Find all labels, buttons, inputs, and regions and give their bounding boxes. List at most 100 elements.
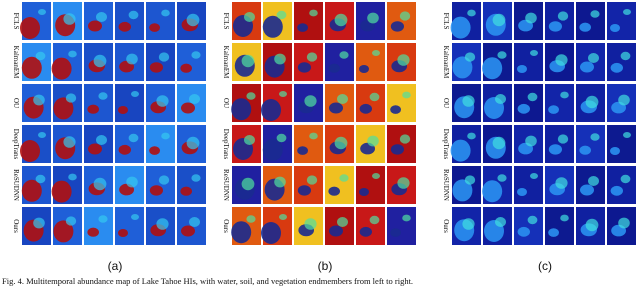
map-region [149,23,161,32]
map-region [390,228,401,237]
abundance-map [450,2,481,40]
map-region [246,215,256,223]
map-region [118,106,128,114]
map-background [325,166,354,204]
abundance-map [356,84,385,122]
panel-label: (c) [538,259,552,273]
map-region [359,226,372,237]
map-background [356,207,385,245]
abundance-map [21,43,51,81]
map-region [118,229,128,237]
map-region [517,65,527,73]
map-region [262,15,283,38]
map-region [527,215,538,225]
abundance-map [483,2,512,40]
map-region [88,143,102,155]
map-region [359,65,369,73]
abundance-map [115,2,144,40]
row-label: ReSUDNN [222,169,230,201]
abundance-map [294,166,323,204]
map-region [359,103,372,114]
map-region [246,92,256,100]
abundance-map [325,166,354,204]
abundance-map [53,2,82,40]
map-region [51,57,72,80]
abundance-map [545,166,574,204]
abundance-map [84,2,113,40]
map-background [115,84,144,122]
map-background [356,84,385,122]
abundance-map [84,43,113,81]
map-region [397,177,410,189]
map-region [297,146,308,155]
map-region [33,217,45,229]
abundance-map [146,84,175,122]
abundance-map [325,207,354,245]
map-background [84,207,113,245]
map-region [297,23,308,32]
map-region [306,175,318,185]
map-region [390,21,404,32]
map-region [588,53,599,63]
map-region [530,173,538,179]
row-label: ReSUDNN [12,169,20,201]
map-region [158,175,170,185]
map-region [610,62,623,73]
abundance-map [53,84,82,122]
map-region [309,9,318,17]
abundance-map [177,207,206,245]
map-region [557,134,569,144]
abundance-map [514,2,543,40]
map-background [294,125,323,163]
map-region [68,50,77,58]
abundance-map [483,125,512,163]
map-region [548,105,559,114]
row-label: Ours [12,219,20,233]
abundance-map [20,125,51,163]
map-region [390,105,401,114]
map-region [189,94,200,104]
row-label: KalmanEM [442,46,450,79]
map-region [517,226,530,237]
abundance-map [146,2,175,40]
abundance-map [325,84,354,122]
abundance-map [576,125,605,163]
abundance-map [177,166,206,204]
abundance-map [115,125,144,163]
map-region [20,140,40,162]
map-region [452,56,473,79]
map-region [585,218,599,232]
map-region [588,176,599,186]
abundance-map [146,125,175,163]
abundance-map [387,43,416,81]
map-background [607,43,636,81]
map-region [35,174,46,184]
abundance-map [21,166,51,204]
map-region [610,24,620,32]
map-region [181,102,195,114]
map-region [492,13,506,27]
map-region [231,221,252,244]
map-region [279,91,287,97]
map-region [367,12,379,24]
map-region [186,13,200,27]
map-region [274,176,286,188]
map-region [161,9,170,17]
map-background [325,43,354,81]
map-region [399,134,411,144]
map-region [276,10,287,20]
map-background [115,207,144,245]
map-region [555,177,568,189]
abundance-map [482,43,512,81]
abundance-map [231,84,261,122]
map-region [560,214,569,222]
map-region [610,185,623,196]
abundance-map [53,207,82,245]
abundance-map [294,2,323,40]
abundance-map [482,166,512,204]
abundance-map [452,166,481,204]
map-region [450,139,471,162]
map-region [579,145,591,155]
map-background [177,166,206,204]
